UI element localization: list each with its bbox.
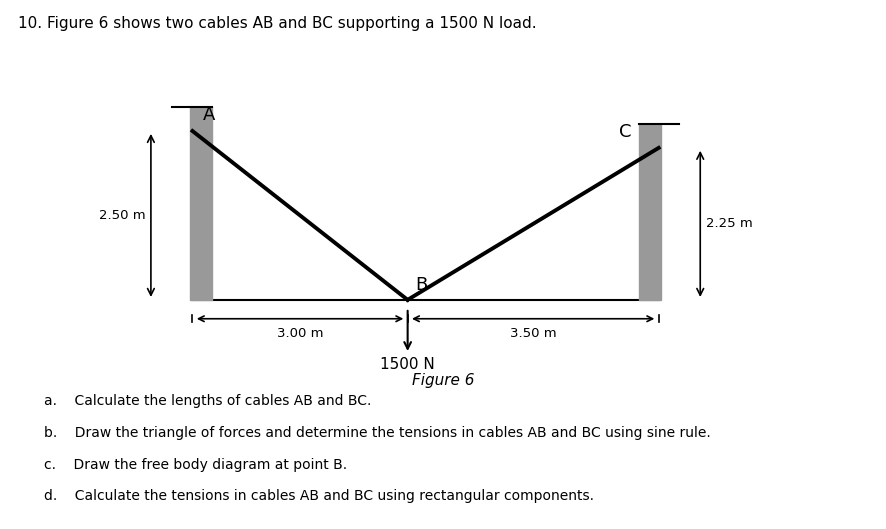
Text: 10. Figure 6 shows two cables AB and BC supporting a 1500 N load.: 10. Figure 6 shows two cables AB and BC … [18, 16, 536, 31]
Text: 2.50 m: 2.50 m [98, 209, 145, 222]
Bar [190, 107, 212, 300]
Text: 3.50 m: 3.50 m [509, 327, 556, 340]
Text: 1500 N: 1500 N [380, 357, 434, 372]
Text: C: C [618, 123, 631, 141]
Text: 3.00 m: 3.00 m [276, 327, 323, 340]
Text: d.    Calculate the tensions in cables AB and BC using rectangular components.: d. Calculate the tensions in cables AB a… [44, 489, 594, 503]
Text: Figure 6: Figure 6 [412, 373, 474, 388]
Text: A: A [203, 106, 215, 124]
Bar [639, 124, 660, 300]
Text: B: B [415, 277, 426, 295]
Text: a.    Calculate the lengths of cables AB and BC.: a. Calculate the lengths of cables AB an… [44, 394, 371, 408]
Text: b.    Draw the triangle of forces and determine the tensions in cables AB and BC: b. Draw the triangle of forces and deter… [44, 426, 711, 440]
Text: 2.25 m: 2.25 m [705, 217, 752, 230]
Text: c.    Draw the free body diagram at point B.: c. Draw the free body diagram at point B… [44, 458, 347, 471]
